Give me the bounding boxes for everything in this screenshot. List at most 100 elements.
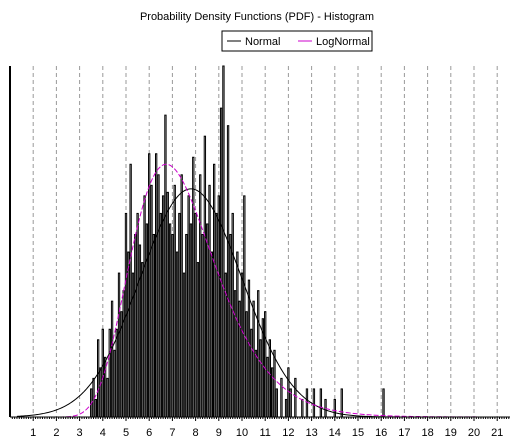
histogram-bar [196,262,200,418]
histogram-bar [259,339,262,418]
x-tick-label: 13 [305,427,317,439]
histogram-bar [240,272,244,418]
histogram-bar [305,388,309,418]
histogram-bar [178,212,181,418]
histogram-bar [131,272,135,418]
histogram-bar [161,195,165,418]
histogram-bar [254,349,258,418]
histogram-bar [245,311,248,418]
histogram-bar [192,156,195,418]
histogram-bar [273,349,276,418]
x-tick-label: 2 [53,427,59,439]
x-tick-label: 7 [169,427,175,439]
histogram-bar [157,174,160,418]
histogram-bar [236,251,239,418]
x-tick-label: 9 [216,427,222,439]
histogram-bar [312,388,316,418]
histogram-bar [252,300,255,418]
histogram-bar [247,279,251,418]
histogram-bar [122,290,125,418]
histogram-bar [243,195,246,418]
histogram-bar [143,195,146,418]
histogram-bar [319,388,323,418]
legend: Normal LogNormal [221,30,373,52]
x-tick-label: 4 [100,427,106,439]
histogram-bar [257,290,260,418]
histogram-bar [171,233,174,418]
x-tick-label: 18 [421,427,433,439]
histogram-bar [141,262,144,418]
histogram-bar [113,349,116,418]
histogram-bar [201,233,204,418]
histogram-bar [182,272,186,418]
histogram-bar [166,191,169,418]
histogram-bar [136,212,139,418]
histogram-bar [97,339,100,418]
histogram-bar [92,377,95,418]
histogram-bar [275,388,278,418]
histogram-bar [117,272,121,418]
histogram-bars [90,65,385,418]
histogram-bar [94,398,98,418]
x-tick-label: 21 [491,427,503,439]
histogram-bar [294,377,297,418]
histogram-bar [99,367,102,418]
histogram-bar [203,135,207,418]
histogram-bar [213,163,216,418]
histogram-bar [134,233,137,418]
histogram-bar [129,163,132,418]
histogram-bar [210,251,213,418]
x-tick-label: 17 [398,427,410,439]
x-tick-label: 1 [30,427,36,439]
histogram-bar [301,398,304,418]
histogram-bar [145,223,149,418]
x-tick-label: 20 [468,427,480,439]
histogram-bar [155,153,158,418]
histogram-bar [194,212,197,418]
histogram-bar [280,377,283,418]
legend-lognormal-label: LogNormal [316,36,370,48]
histogram-bar [271,367,274,418]
histogram-bar [164,114,167,418]
histogram-bar [152,233,155,418]
histogram-bar [206,223,209,418]
x-axis-ticks: 1 2 3 4 5 6 7 8 9 10 11 12 13 14 15 16 17 18 19 20 21 [11,417,510,439]
histogram-bar [159,212,162,418]
histogram-bar [333,398,336,418]
chart-title: Probability Density Functions (PDF) - Hi… [140,11,374,23]
histogram-bar [185,233,188,418]
histogram-bar [110,300,114,418]
histogram-bar [148,153,151,418]
histogram-bar [382,388,385,418]
histogram-bar [250,328,253,418]
histogram-bar [284,398,288,418]
histogram-bar [264,311,267,418]
histogram-bar [138,244,142,418]
histogram-bar [268,339,271,418]
histogram-bar [217,195,220,418]
x-tick-label: 19 [445,427,457,439]
x-tick-label: 3 [77,427,83,439]
histogram-bar [173,184,176,418]
legend-box [221,30,373,52]
histogram-bar [150,184,153,418]
legend-normal-label: Normal [245,36,280,48]
x-tick-label: 10 [236,427,248,439]
histogram-bar [108,328,111,418]
histogram-bar [238,300,241,418]
histogram-bar [266,356,269,418]
histogram-bar [115,328,118,418]
histogram-bar [175,251,179,418]
histogram-bar [222,65,225,418]
histogram-bar [189,223,193,418]
histogram-bar [103,356,107,418]
histogram-bar [106,377,109,418]
histogram-bar [187,195,190,418]
histogram-bar [127,251,130,418]
histogram-bar [340,388,343,418]
x-tick-label: 15 [352,427,364,439]
histogram-bar [233,290,237,418]
x-tick-label: 8 [193,427,199,439]
histogram-bar [287,367,290,418]
